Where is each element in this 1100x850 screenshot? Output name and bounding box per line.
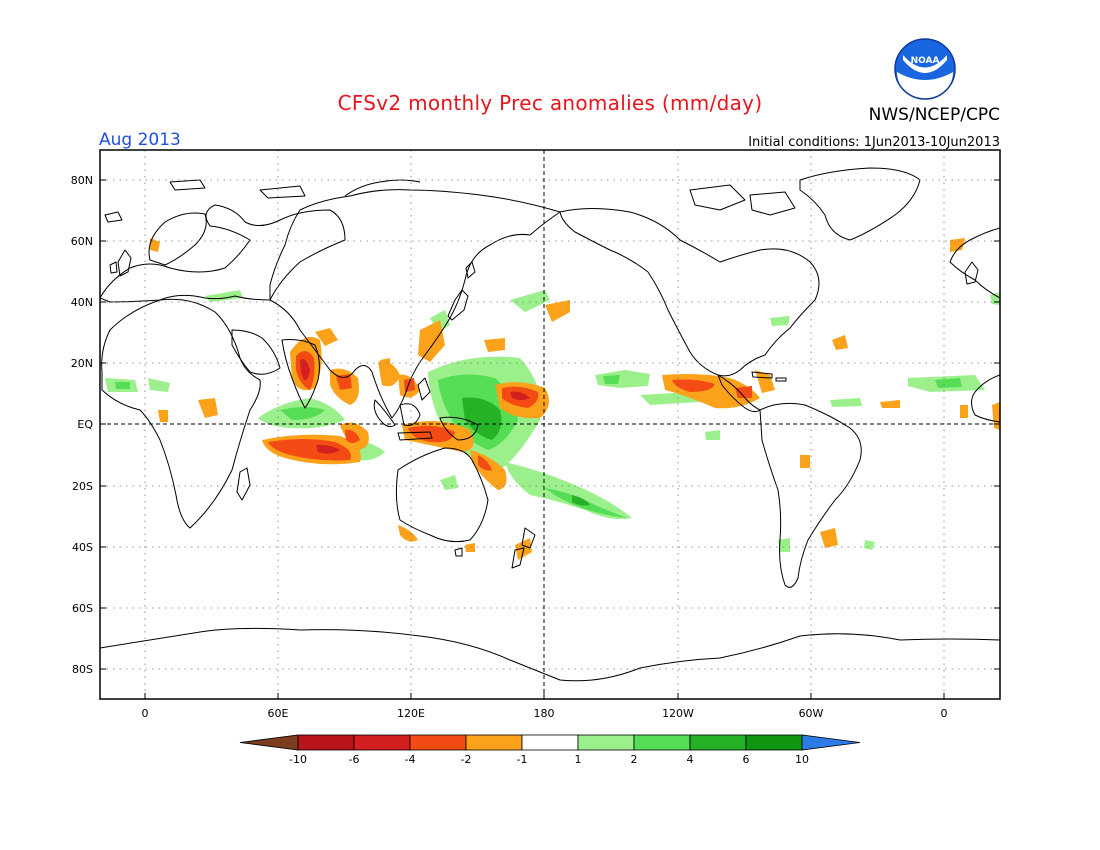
colorbar: -10 -6 -4 -2 -1 1 2 4 6 10: [239, 734, 861, 766]
colorbar-label: 6: [743, 753, 750, 766]
colorbar-label: 4: [687, 753, 694, 766]
lon-label: 180: [534, 707, 555, 720]
noaa-logo: NOAA: [894, 38, 956, 100]
lon-label: 0: [941, 707, 948, 720]
map-content: [100, 150, 1000, 699]
colorbar-bin: [297, 734, 355, 751]
anomaly-light-orange: [150, 238, 1000, 560]
colorbar-bin: [465, 734, 523, 751]
axis-ticks: [100, 179, 1000, 699]
colorbar-label: 2: [631, 753, 638, 766]
colorbar-bin: [409, 734, 467, 751]
colorbar-bin: [689, 734, 747, 751]
initial-conditions: Initial conditions: 1Jun2013-10Jun2013: [748, 135, 1000, 150]
noaa-logo-text: NOAA: [911, 56, 940, 66]
colorbar-label: 10: [795, 753, 809, 766]
colorbar-bin: [633, 734, 691, 751]
organization-label: NWS/NCEP/CPC: [869, 105, 1000, 125]
anomaly-dark-green: [462, 397, 590, 506]
lon-label: 120W: [662, 707, 694, 720]
latitude-labels: 80N 60N 40N 20N EQ 20S 40S 60S 80S: [71, 174, 94, 676]
coastlines: [100, 167, 1000, 682]
lon-label: 60W: [799, 707, 824, 720]
lat-label: 60N: [71, 235, 93, 248]
colorbar-bin: [353, 734, 411, 751]
anomaly-light-green: [105, 290, 1000, 552]
anomaly-red: [300, 359, 530, 454]
lat-label: 40S: [72, 541, 93, 554]
colorbar-bin: [577, 734, 635, 751]
map-title: CFSv2 monthly Prec anomalies (mm/day): [338, 91, 763, 115]
lon-label: 60E: [268, 707, 289, 720]
colorbar-label: -6: [349, 753, 360, 766]
forecast-period: Aug 2013: [99, 130, 181, 150]
lat-label: 20N: [71, 357, 93, 370]
colorbar-bin: [521, 734, 579, 751]
colorbar-arrow-low: [239, 734, 299, 751]
longitude-labels: 0 60E 120E 180 120W 60W 0: [142, 707, 948, 720]
lon-label: 120E: [397, 707, 425, 720]
colorbar-label: -2: [461, 753, 472, 766]
lat-label: 20S: [72, 480, 93, 493]
colorbar-label: -10: [289, 753, 307, 766]
lat-label: 80S: [72, 663, 93, 676]
colorbar-label: -4: [405, 753, 416, 766]
colorbar-arrow-high: [801, 734, 861, 751]
lat-label: 60S: [72, 602, 93, 615]
lat-label: EQ: [77, 418, 93, 431]
colorbar-bin: [745, 734, 803, 751]
lat-label: 40N: [71, 296, 93, 309]
lat-label: 80N: [71, 174, 93, 187]
lon-label: 0: [142, 707, 149, 720]
colorbar-label: -1: [517, 753, 528, 766]
colorbar-label: 1: [575, 753, 582, 766]
